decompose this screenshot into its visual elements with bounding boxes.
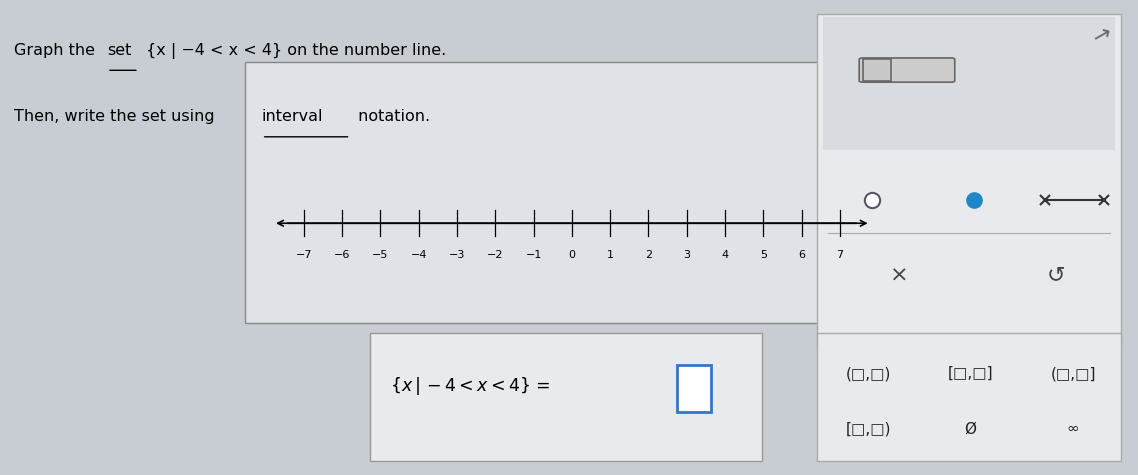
Text: 5: 5 [760, 250, 767, 260]
Text: ×: × [890, 266, 908, 285]
Text: ↺: ↺ [1047, 266, 1065, 285]
Text: −7: −7 [296, 250, 312, 260]
Bar [823, 17, 1115, 150]
Bar [817, 14, 1121, 347]
Text: −2: −2 [487, 250, 503, 260]
Text: 2: 2 [645, 250, 652, 260]
Text: −6: −6 [333, 250, 351, 260]
Text: −4: −4 [411, 250, 427, 260]
Text: (□,□]: (□,□] [1050, 366, 1096, 381]
Text: −3: −3 [448, 250, 465, 260]
Text: 4: 4 [721, 250, 728, 260]
Text: 6: 6 [798, 250, 805, 260]
Text: interval: interval [262, 109, 323, 124]
Text: (□,□): (□,□) [846, 366, 891, 381]
Text: Graph the: Graph the [14, 43, 100, 58]
Text: ↗: ↗ [1090, 24, 1113, 48]
Text: 1: 1 [607, 250, 613, 260]
Text: notation.: notation. [353, 109, 430, 124]
Text: [□,□]: [□,□] [948, 366, 993, 381]
Text: {x | −4 < x < 4} on the number line.: {x | −4 < x < 4} on the number line. [141, 43, 446, 59]
Text: ∞: ∞ [1066, 421, 1080, 436]
Text: 7: 7 [836, 250, 843, 260]
Bar [677, 365, 711, 412]
Text: set: set [107, 43, 131, 58]
FancyBboxPatch shape [859, 58, 955, 82]
Text: $\{x\,|\,-4 < x < 4\}$ =: $\{x\,|\,-4 < x < 4\}$ = [390, 375, 553, 398]
Bar [817, 332, 1121, 461]
Bar [370, 332, 762, 461]
Text: [□,□): [□,□) [846, 421, 891, 436]
Text: −1: −1 [526, 250, 542, 260]
Text: Then, write the set using: Then, write the set using [14, 109, 220, 124]
Text: 0: 0 [568, 250, 576, 260]
Text: 3: 3 [683, 250, 691, 260]
Bar [245, 62, 888, 323]
Bar [863, 59, 891, 81]
Text: Ø: Ø [965, 421, 976, 436]
Text: −5: −5 [372, 250, 388, 260]
